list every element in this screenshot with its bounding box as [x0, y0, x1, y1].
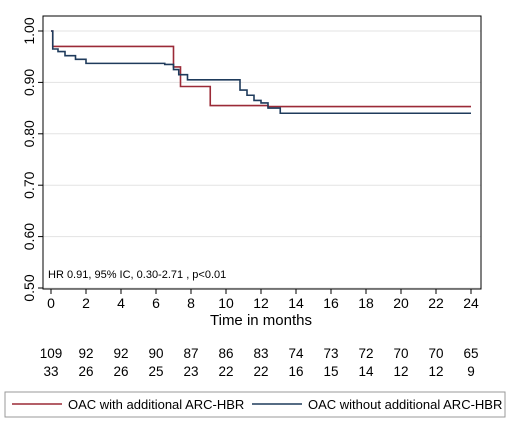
at-risk-value: 26: [113, 364, 128, 379]
at-risk-value: 33: [43, 364, 58, 379]
y-tick-label: 1.00: [21, 17, 37, 44]
x-tick-label: 2: [82, 295, 90, 311]
axes: 0.500.600.700.800.901.000 2 4 6 8 10 12 14 16 18 2…: [21, 15, 482, 311]
at-risk-value: 12: [393, 364, 408, 379]
survival-curve-2: [51, 30, 471, 115]
at-risk-value: 65: [463, 346, 478, 361]
x-tick-label: 10: [218, 295, 234, 311]
at-risk-value: 92: [78, 346, 93, 361]
at-risk-value: 25: [148, 364, 163, 379]
at-risk-value: 83: [253, 346, 268, 361]
at-risk-value: 74: [288, 346, 304, 361]
y-tick-label: 0.80: [21, 120, 37, 147]
at-risk-value: 87: [183, 346, 198, 361]
at-risk-value: 92: [113, 346, 128, 361]
at-risk-value: 9: [467, 364, 475, 379]
at-risk-value: 109: [40, 346, 63, 361]
plot-frame: [42, 15, 482, 290]
at-risk-value: 22: [253, 364, 268, 379]
at-risk-value: 90: [148, 346, 163, 361]
at-risk-value: 26: [78, 364, 93, 379]
legend: OAC with additional ARC-HBR OAC without a…: [4, 391, 506, 418]
hazard-ratio-annotation: HR 0.91, 95% IC, 0.30-2.71 , p<0.01: [48, 269, 226, 281]
x-tick-label: 22: [428, 295, 444, 311]
y-tick-label: 0.60: [21, 223, 37, 250]
x-tick-label: 24: [463, 295, 479, 311]
x-tick-label: 20: [393, 295, 409, 311]
at-risk-value: 16: [288, 364, 303, 379]
x-tick-label: 8: [187, 295, 195, 311]
at-risk-value: 86: [218, 346, 233, 361]
at-risk-value: 14: [358, 364, 374, 379]
survival-curve-1: [51, 30, 471, 108]
y-tick-label: 0.70: [21, 171, 37, 198]
at-risk-value: 23: [183, 364, 198, 379]
y-tick-label: 0.50: [21, 274, 37, 301]
x-tick-label: 18: [358, 295, 374, 311]
gridlines: [43, 30, 481, 289]
x-tick-label: 16: [323, 295, 339, 311]
legend-box: [4, 391, 506, 418]
x-tick-label: 0: [47, 295, 55, 311]
x-tick-label: 6: [152, 295, 160, 311]
at-risk-value: 70: [428, 346, 443, 361]
x-tick-label: 12: [253, 295, 269, 311]
legend-label: OAC with additional ARC-HBR: [68, 397, 244, 412]
x-axis-title: Time in months: [210, 312, 312, 329]
at-risk-value: 73: [323, 346, 338, 361]
at-risk-value: 12: [428, 364, 443, 379]
at-risk-value: 70: [393, 346, 408, 361]
at-risk-value: 15: [323, 364, 338, 379]
x-tick-label: 4: [117, 295, 125, 311]
survival-curves: [51, 30, 471, 115]
at-risk-value: 22: [218, 364, 233, 379]
legend-label: OAC without additional ARC-HBR: [308, 397, 502, 412]
x-tick-label: 14: [288, 295, 304, 311]
at-risk-value: 72: [358, 346, 373, 361]
y-tick-label: 0.90: [21, 69, 37, 96]
number-at-risk-table: 109 92 92 90 87 86 83 74 73 72 70 70 65 33 26 26 25 23 22 2…: [40, 346, 479, 379]
